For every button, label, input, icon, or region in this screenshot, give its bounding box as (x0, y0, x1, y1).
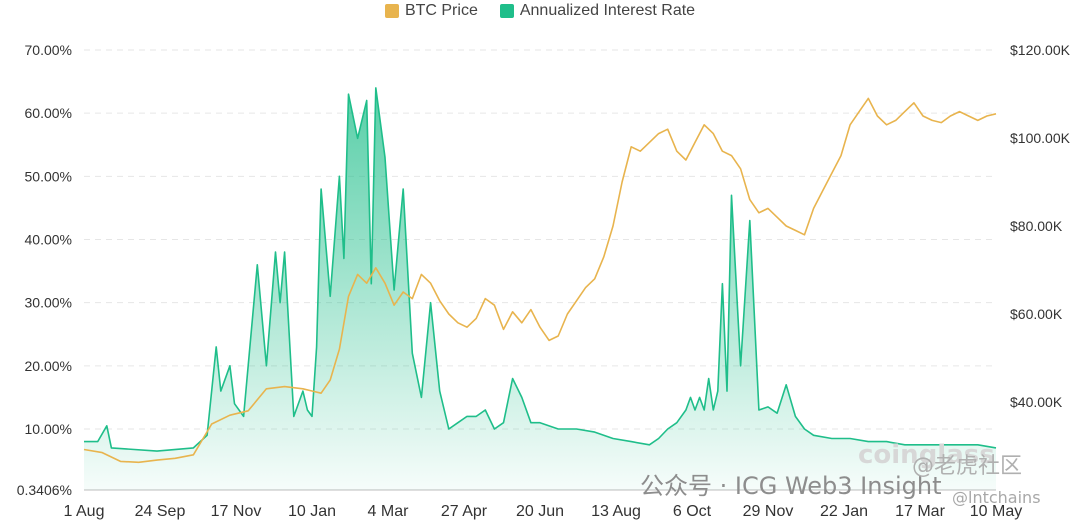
chart-legend: BTC Price Annualized Interest Rate (0, 2, 1080, 20)
x-tick-label: 17 Nov (211, 503, 262, 520)
y-right-tick-label: $120.00K (1010, 42, 1071, 58)
legend-item-btc-price[interactable]: BTC Price (384, 2, 478, 20)
y-left-tick-label: 0.3406% (17, 482, 72, 498)
x-tick-label: 1 Aug (64, 503, 105, 520)
y-left-tick-label: 70.00% (25, 42, 72, 58)
legend-swatch-rate (499, 4, 514, 18)
x-tick-label: 29 Nov (743, 503, 794, 520)
y-left-tick-label: 10.00% (25, 421, 72, 437)
y-left-tick-label: 50.00% (25, 168, 72, 184)
wechat-watermark: 公众号 · ICG Web3 Insight (640, 472, 942, 500)
x-tick-label: 4 Mar (368, 503, 410, 520)
x-tick-label: 27 Apr (441, 503, 488, 520)
y-right-tick-label: $80.00K (1010, 218, 1063, 234)
x-tick-label: 17 Mar (895, 503, 945, 520)
y-left-tick-label: 30.00% (25, 295, 72, 311)
x-tick-label: 10 Jan (288, 503, 336, 520)
btc-price-line (83, 97, 997, 464)
legend-label-rate: Annualized Interest Rate (519, 2, 696, 19)
x-tick-label: 22 Jan (820, 503, 868, 520)
legend-swatch-btc (384, 4, 399, 18)
interest-rate-area (84, 87, 996, 491)
legend-label-btc: BTC Price (404, 2, 478, 19)
x-tick-label: 13 Aug (591, 503, 641, 520)
x-tick-label: 24 Sep (135, 503, 186, 520)
y-left-tick-label: 60.00% (25, 105, 72, 121)
community-watermark: @老虎社区 (912, 454, 1023, 479)
y-right-tick-label: $40.00K (1010, 394, 1063, 410)
x-tick-label: 6 Oct (673, 503, 712, 520)
handle-watermark: @lntchains (952, 488, 1041, 507)
x-tick-label: 10 May (970, 503, 1022, 520)
y-right-tick-label: $60.00K (1010, 306, 1063, 322)
interest-rate-line (84, 87, 997, 452)
y-left-tick-label: 20.00% (25, 358, 72, 374)
y-left-tick-label: 40.00% (25, 231, 72, 247)
coinglass-watermark: coinglass (858, 440, 995, 470)
x-tick-label: 20 Jun (516, 503, 564, 520)
legend-item-interest-rate[interactable]: Annualized Interest Rate (499, 2, 696, 20)
y-right-tick-label: $100.00K (1010, 130, 1071, 146)
